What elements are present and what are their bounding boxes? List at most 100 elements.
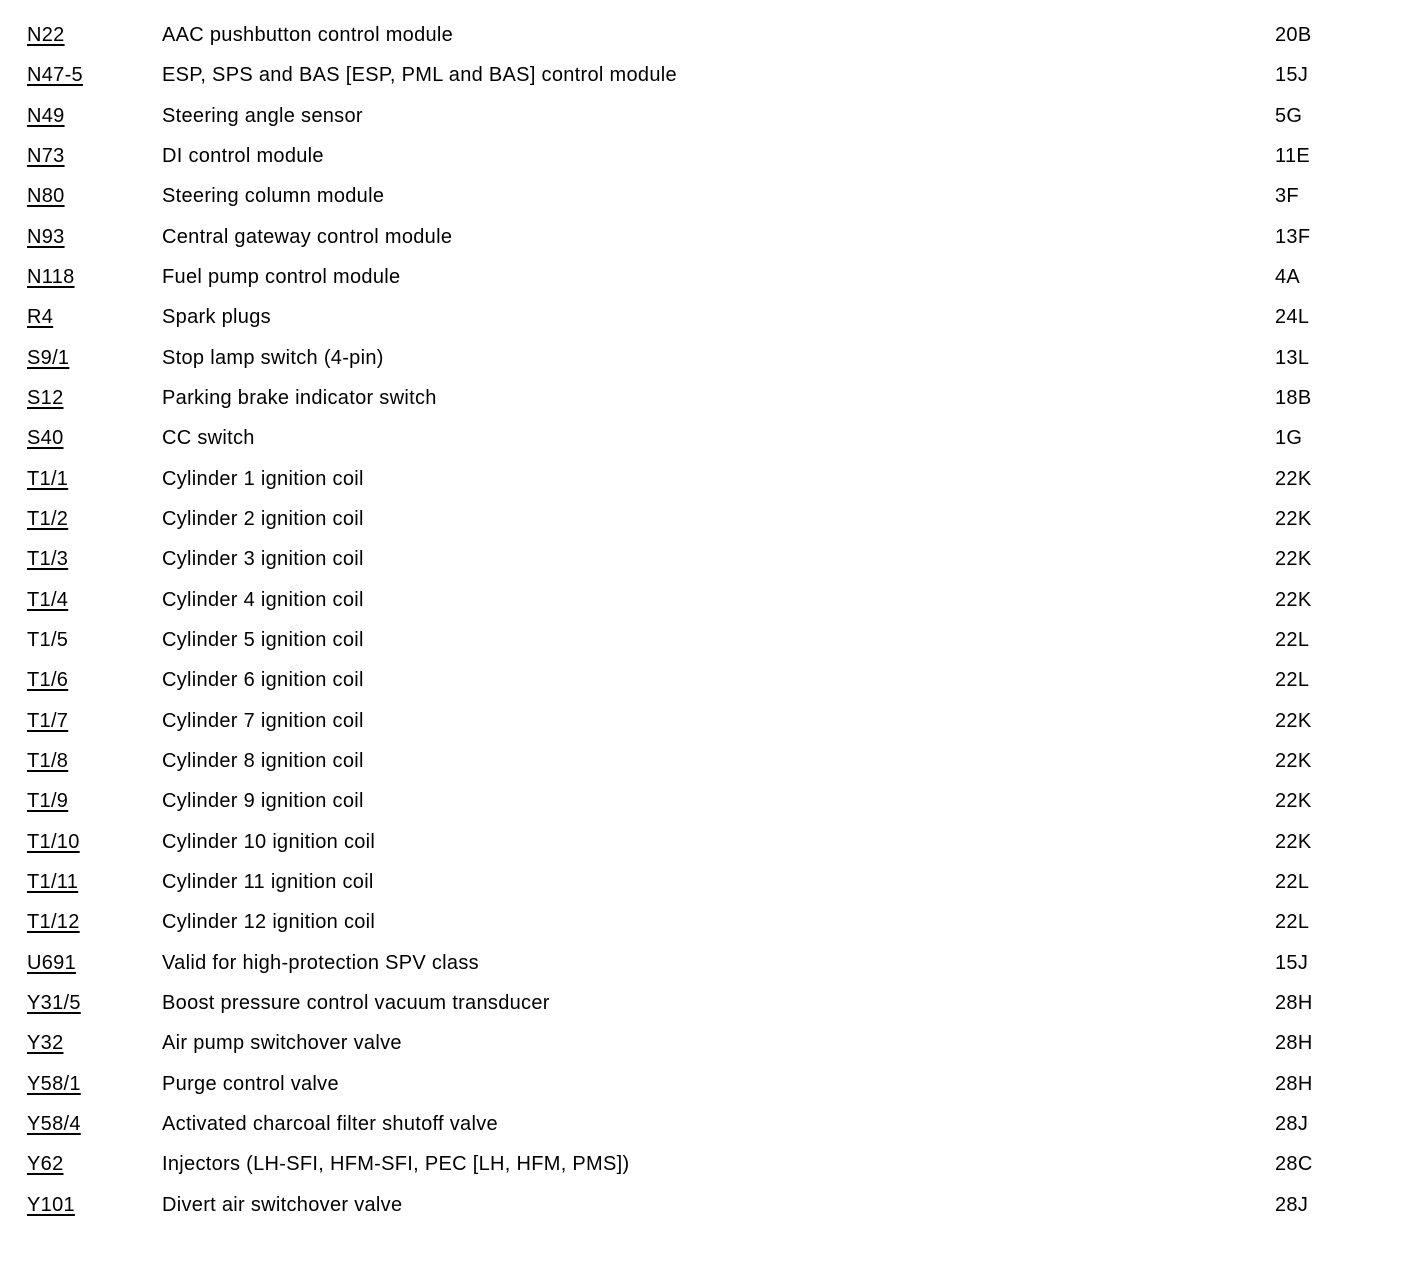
table-row: N47-5 ESP, SPS and BAS [ESP, PML and BAS]… — [0, 55, 1408, 95]
component-description: DI control module — [162, 145, 324, 168]
component-code-link[interactable]: Y58/1 — [27, 1072, 81, 1095]
component-description: Activated charcoal filter shutoff valve — [162, 1113, 498, 1136]
component-code-link[interactable]: T1/2 — [27, 508, 69, 531]
table-row: Y31/5 Boost pressure control vacuum trans… — [0, 983, 1408, 1023]
component-code-link[interactable]: T1/9 — [27, 790, 69, 813]
component-code-link[interactable]: Y31/5 — [27, 992, 81, 1015]
grid-location: 3F — [1275, 185, 1299, 208]
grid-location: 22L — [1275, 871, 1310, 894]
grid-location: 13F — [1275, 225, 1311, 248]
table-row: N49 Steering angle sensor 5G — [0, 96, 1408, 136]
table-row: N80 Steering column module 3F — [0, 176, 1408, 216]
component-code-link[interactable]: T1/10 — [27, 830, 80, 853]
table-row: Y62 Injectors (LH-SFI, HFM-SFI, PEC [LH, … — [0, 1144, 1408, 1184]
component-code-link[interactable]: N93 — [27, 225, 65, 248]
table-row: R4 Spark plugs 24L — [0, 297, 1408, 337]
component-description: Divert air switchover valve — [162, 1193, 403, 1216]
grid-location: 22K — [1275, 467, 1312, 490]
component-code-link[interactable]: Y101 — [27, 1193, 75, 1216]
grid-location: 22K — [1275, 508, 1312, 531]
grid-location: 18B — [1275, 387, 1312, 410]
component-code-link[interactable]: Y58/4 — [27, 1113, 81, 1136]
grid-location: 28H — [1275, 1032, 1313, 1055]
table-row: T1/10 Cylinder 10 ignition coil 22K — [0, 822, 1408, 862]
component-code-link[interactable]: N80 — [27, 185, 65, 208]
component-code-link[interactable]: Y62 — [27, 1153, 64, 1176]
grid-location: 15J — [1275, 64, 1309, 87]
table-row: S40 CC switch 1G — [0, 418, 1408, 458]
table-row: T1/8 Cylinder 8 ignition coil 22K — [0, 741, 1408, 781]
component-code-link[interactable]: Y32 — [27, 1032, 64, 1055]
grid-location: 22K — [1275, 830, 1312, 853]
component-code-link[interactable]: N47-5 — [27, 64, 83, 87]
grid-location: 5G — [1275, 104, 1303, 127]
component-description: AAC pushbutton control module — [162, 24, 454, 47]
component-code-link[interactable]: T1/3 — [27, 548, 69, 571]
table-row: T1/7 Cylinder 7 ignition coil 22K — [0, 701, 1408, 741]
component-code-link[interactable]: T1/8 — [27, 750, 69, 773]
component-code-link[interactable]: U691 — [27, 951, 77, 974]
table-row: U691 Valid for high-protection SPV class 1… — [0, 943, 1408, 983]
table-row: T1/12 Cylinder 12 ignition coil 22L — [0, 902, 1408, 942]
grid-location: 28H — [1275, 1072, 1313, 1095]
grid-location: 1G — [1275, 427, 1303, 450]
component-description: Cylinder 9 ignition coil — [162, 790, 364, 813]
component-code-link[interactable]: R4 — [27, 306, 54, 329]
grid-location: 15J — [1275, 951, 1309, 974]
table-row: T1/9 Cylinder 9 ignition coil 22K — [0, 781, 1408, 821]
component-code-link[interactable]: N118 — [27, 266, 75, 289]
table-row: Y58/1 Purge control valve 28H — [0, 1064, 1408, 1104]
component-description: Cylinder 8 ignition coil — [162, 750, 364, 773]
component-description: Air pump switchover valve — [162, 1032, 402, 1055]
component-code-link[interactable]: N49 — [27, 104, 65, 127]
table-row: Y101 Divert air switchover valve 28J — [0, 1185, 1408, 1225]
table-row: S9/1 Stop lamp switch (4-pin) 13L — [0, 338, 1408, 378]
table-row: T1/3 Cylinder 3 ignition coil 22K — [0, 539, 1408, 579]
grid-location: 13L — [1275, 346, 1310, 369]
component-code-link[interactable]: T1/12 — [27, 911, 80, 934]
table-row: T1/4 Cylinder 4 ignition coil 22K — [0, 580, 1408, 620]
component-description: Cylinder 3 ignition coil — [162, 548, 364, 571]
grid-location: 28J — [1275, 1193, 1309, 1216]
grid-location: 22L — [1275, 629, 1310, 652]
component-code-link[interactable]: N22 — [27, 24, 65, 47]
table-row: T1/1 Cylinder 1 ignition coil 22K — [0, 459, 1408, 499]
component-description: Central gateway control module — [162, 225, 453, 248]
component-description: CC switch — [162, 427, 255, 450]
grid-location: 28C — [1275, 1153, 1313, 1176]
component-code-link[interactable]: T1/1 — [27, 467, 69, 490]
component-description: Cylinder 12 ignition coil — [162, 911, 376, 934]
component-code-link[interactable]: S40 — [27, 427, 64, 450]
component-description: Valid for high-protection SPV class — [162, 951, 479, 974]
component-description: Boost pressure control vacuum transducer — [162, 992, 550, 1015]
component-description: Cylinder 4 ignition coil — [162, 588, 364, 611]
component-code-link[interactable]: T1/4 — [27, 588, 69, 611]
component-description: Cylinder 1 ignition coil — [162, 467, 364, 490]
table-row: S12 Parking brake indicator switch 18B — [0, 378, 1408, 418]
component-code-link[interactable]: T1/11 — [27, 871, 79, 894]
component-code-link[interactable]: T1/6 — [27, 669, 69, 692]
component-description: Cylinder 2 ignition coil — [162, 508, 364, 531]
component-description: ESP, SPS and BAS [ESP, PML and BAS] cont… — [162, 64, 677, 87]
grid-location: 22K — [1275, 790, 1312, 813]
table-row: T1/2 Cylinder 2 ignition coil 22K — [0, 499, 1408, 539]
table-row: Y32 Air pump switchover valve 28H — [0, 1023, 1408, 1063]
component-description: Cylinder 6 ignition coil — [162, 669, 364, 692]
table-row: Y58/4 Activated charcoal filter shutoff v… — [0, 1104, 1408, 1144]
component-code-link[interactable]: N73 — [27, 145, 65, 168]
component-code-link[interactable]: S9/1 — [27, 346, 70, 369]
table-row: N22 AAC pushbutton control module 20B — [0, 15, 1408, 55]
grid-location: 22L — [1275, 669, 1310, 692]
component-description: Spark plugs — [162, 306, 271, 329]
component-description: Cylinder 10 ignition coil — [162, 830, 376, 853]
component-description: Injectors (LH-SFI, HFM-SFI, PEC [LH, HFM… — [162, 1153, 630, 1176]
grid-location: 22K — [1275, 548, 1312, 571]
component-legend-table: N22 AAC pushbutton control module 20B N47-5… — [0, 15, 1408, 1225]
table-row: T1/5 Cylinder 5 ignition coil 22L — [0, 620, 1408, 660]
grid-location: 22L — [1275, 911, 1310, 934]
grid-location: 20B — [1275, 24, 1312, 47]
component-code-link[interactable]: S12 — [27, 387, 64, 410]
component-code-link[interactable]: T1/7 — [27, 709, 69, 732]
component-description: Steering column module — [162, 185, 385, 208]
grid-location: 24L — [1275, 306, 1310, 329]
